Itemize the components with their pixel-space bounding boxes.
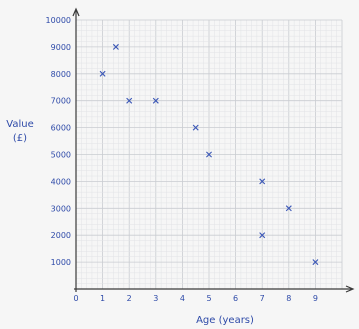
- y-axis-label-line-2: (£): [13, 133, 27, 144]
- tick-labels: 0 1 2 3 4 5 6 7 8 9 1000 2000 3000 4000 5000 6000 7000 80…: [46, 16, 318, 303]
- x-tick-label: 1: [100, 294, 105, 303]
- y-tick-label: 9000: [51, 43, 71, 52]
- marker-stroke: [259, 232, 266, 239]
- x-tick-label: 8: [286, 294, 291, 303]
- y-tick-label: 1000: [51, 258, 71, 267]
- marker-stroke: [312, 259, 319, 266]
- y-tick-label: 8000: [51, 70, 71, 79]
- y-tick-label: 3000: [51, 204, 71, 213]
- data-point-marker: [126, 97, 133, 104]
- y-tick-label: 10000: [46, 16, 71, 25]
- y-tick-label: 4000: [51, 177, 71, 186]
- x-tick-label: 5: [206, 294, 211, 303]
- data-point-marker: [259, 178, 266, 185]
- x-tick-label: 3: [153, 294, 158, 303]
- data-point-marker: [206, 151, 212, 158]
- marker-stroke: [112, 43, 119, 50]
- data-point-marker: [112, 43, 119, 50]
- y-axis-label-line-1: Value: [6, 119, 33, 130]
- data-points: [99, 43, 319, 266]
- y-tick-label: 7000: [51, 97, 71, 106]
- x-tick-label: 6: [233, 294, 238, 303]
- chart-grid: [75, 19, 343, 290]
- y-tick-label: 2000: [51, 231, 71, 240]
- x-tick-label: 0: [73, 294, 78, 303]
- x-tick-label: 9: [313, 294, 318, 303]
- chart-axes: [72, 7, 355, 293]
- y-tick-label: 6000: [51, 124, 71, 133]
- marker-stroke: [99, 70, 106, 77]
- marker-stroke: [206, 151, 212, 158]
- x-tick-label: 7: [260, 294, 265, 303]
- data-point-marker: [99, 70, 106, 77]
- y-axis-arrowhead: [72, 7, 80, 17]
- x-tick-label: 2: [127, 294, 132, 303]
- x-tick-label: 4: [180, 294, 185, 303]
- marker-stroke: [285, 205, 292, 212]
- x-axis-label: Age (years): [196, 315, 254, 326]
- data-point-marker: [312, 259, 319, 266]
- marker-stroke: [152, 97, 159, 104]
- data-point-marker: [259, 232, 266, 239]
- marker-stroke: [259, 178, 266, 185]
- axis-titles: Value (£) Age (years): [6, 119, 254, 326]
- data-point-marker: [152, 97, 159, 104]
- marker-stroke: [126, 97, 133, 104]
- marker-stroke: [192, 124, 199, 131]
- data-point-marker: [285, 205, 292, 212]
- data-point-marker: [192, 124, 199, 131]
- x-axis-arrowhead: [345, 285, 355, 293]
- y-tick-label: 5000: [51, 151, 71, 160]
